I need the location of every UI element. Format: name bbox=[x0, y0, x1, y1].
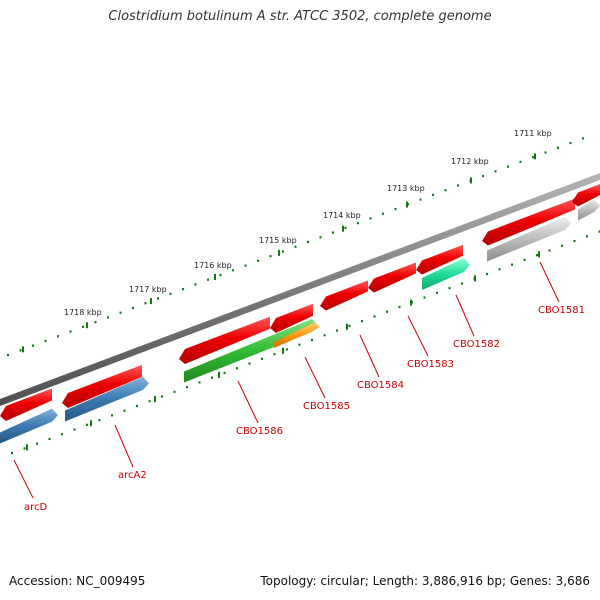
ruler-tick bbox=[150, 298, 152, 305]
gene-CBO1586[interactable] bbox=[184, 318, 318, 383]
gene-label: arcA2 bbox=[118, 470, 147, 481]
gene-CBO1582[interactable] bbox=[422, 257, 470, 290]
ruler-tick bbox=[282, 347, 284, 354]
gene-label: CBO1583 bbox=[407, 359, 454, 370]
topology-label: Topology: circular; Length: 3,886,916 bp… bbox=[260, 574, 590, 588]
label-leader-line bbox=[455, 294, 475, 337]
ruler-tick bbox=[470, 177, 472, 184]
label-leader-line bbox=[407, 315, 429, 357]
label-leader-line bbox=[114, 424, 134, 468]
ruler-tick bbox=[26, 444, 28, 451]
scale-label: 1717 kbp bbox=[129, 285, 167, 294]
accession-label: Accession: NC_009495 bbox=[9, 574, 146, 588]
ruler-tick bbox=[278, 249, 280, 256]
label-leader-line bbox=[13, 459, 34, 499]
ruler-tick bbox=[86, 322, 88, 329]
ruler-tick bbox=[218, 371, 220, 378]
gene-label: CBO1585 bbox=[303, 401, 350, 412]
gene-next[interactable] bbox=[578, 199, 600, 221]
gene-label: arcD bbox=[24, 502, 48, 513]
ruler-tick bbox=[346, 323, 348, 330]
scale-label: 1712 kbp bbox=[451, 157, 489, 166]
gene-label: CBO1582 bbox=[453, 339, 500, 350]
map-title: Clostridium botulinum A str. ATCC 3502, … bbox=[108, 9, 492, 24]
ruler-tick bbox=[90, 420, 92, 427]
gene-arcD[interactable] bbox=[0, 408, 58, 444]
gene-forward[interactable] bbox=[62, 364, 142, 408]
gene-forward[interactable] bbox=[320, 280, 368, 311]
genome-backbone bbox=[0, 173, 600, 406]
scale-label: 1711 kbp bbox=[514, 129, 552, 138]
label-leader-line bbox=[539, 261, 560, 303]
outer-scale-track bbox=[7, 137, 584, 357]
ruler-tick bbox=[406, 201, 408, 208]
ruler-tick bbox=[154, 396, 156, 403]
gene-arcA2[interactable] bbox=[65, 376, 149, 422]
label-leader-line bbox=[304, 356, 326, 399]
gene-CBO1581[interactable] bbox=[487, 216, 571, 262]
gene-forward[interactable] bbox=[368, 262, 416, 293]
scale-label: 1716 kbp bbox=[194, 261, 232, 270]
scale-label: 1713 kbp bbox=[387, 184, 425, 193]
gene-forward[interactable] bbox=[179, 316, 270, 364]
scale-label: 1715 kbp bbox=[259, 236, 297, 245]
ruler-tick bbox=[534, 153, 536, 160]
ruler-tick bbox=[22, 346, 24, 353]
gene-CBO1585[interactable] bbox=[274, 322, 320, 348]
label-leader-line bbox=[237, 380, 259, 424]
scale-label: 1718 kbp bbox=[64, 308, 102, 317]
gene-forward[interactable] bbox=[0, 388, 52, 421]
ruler-tick bbox=[474, 275, 476, 282]
gene-forward[interactable] bbox=[270, 303, 313, 333]
gene-forward[interactable] bbox=[572, 183, 600, 207]
ruler-tick bbox=[214, 273, 216, 280]
label-leader-line bbox=[359, 334, 380, 378]
ruler-tick bbox=[410, 299, 412, 306]
gene-label: CBO1586 bbox=[236, 426, 283, 437]
gene-features[interactable] bbox=[0, 183, 600, 444]
scale-ruler: 1711 kbp 1712 kbp 1713 kbp 1714 kbp 1715 kbp… bbox=[7, 129, 600, 455]
ruler-tick bbox=[342, 225, 344, 232]
ruler-tick bbox=[538, 251, 540, 258]
gene-forward[interactable] bbox=[416, 244, 463, 275]
gene-label: CBO1581 bbox=[538, 305, 585, 316]
scale-label: 1714 kbp bbox=[323, 211, 361, 220]
gene-forward[interactable] bbox=[482, 198, 575, 246]
inner-scale-track bbox=[11, 230, 600, 455]
gene-label: CBO1584 bbox=[357, 380, 404, 391]
